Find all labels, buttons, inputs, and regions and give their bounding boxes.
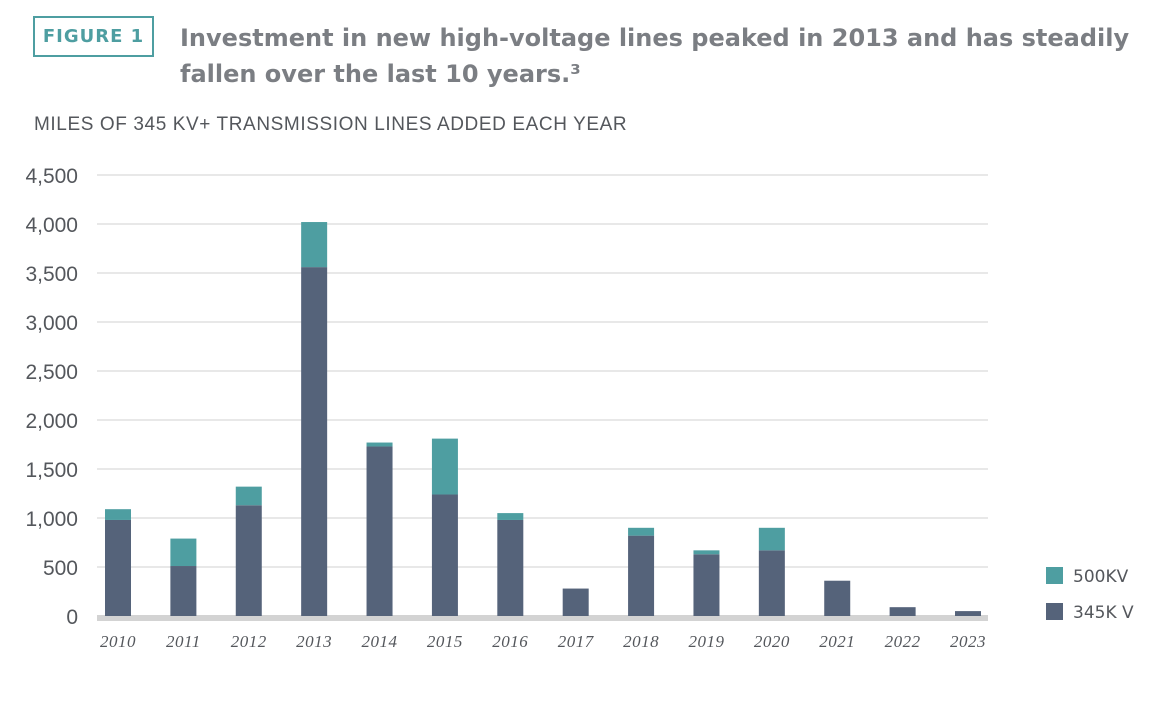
- x-tick-label: 2013: [296, 632, 332, 651]
- bar-500kv-2014: [366, 442, 393, 447]
- y-tick-label: 3,000: [25, 312, 78, 335]
- bar-345kv-2018: [628, 535, 655, 616]
- x-tick-label: 2014: [362, 632, 398, 651]
- x-axis-ticks: 2010 2011 2012 2013 2014 2015 2016 2017 2018 2019…: [100, 632, 986, 651]
- x-tick-label: 2015: [427, 632, 463, 651]
- x-axis-baseline: [97, 615, 988, 621]
- y-tick-label: 4,500: [25, 165, 78, 188]
- legend-swatch: [1046, 567, 1063, 584]
- bar-345kv-2014: [366, 446, 393, 616]
- y-tick-label: 4,000: [25, 214, 78, 237]
- gridlines: [97, 174, 988, 621]
- y-tick-label: 500: [43, 557, 78, 580]
- legend-label: 345K V: [1073, 603, 1134, 623]
- x-tick-label: 2020: [754, 632, 790, 651]
- bar-500kv-2012: [235, 486, 262, 506]
- bar-500kv-2015: [431, 438, 458, 495]
- y-tick-label: 2,000: [25, 410, 78, 433]
- bar-345kv-2016: [497, 519, 524, 616]
- x-tick-label: 2017: [558, 632, 595, 651]
- bar-345kv-2022: [889, 607, 916, 616]
- bar-345kv-2015: [431, 494, 458, 616]
- legend-label: 500KV: [1073, 567, 1129, 587]
- x-tick-label: 2019: [688, 632, 724, 651]
- bar-500kv-2013: [301, 222, 328, 268]
- x-tick-label: 2023: [950, 632, 986, 651]
- bar-345kv-2010: [105, 519, 131, 616]
- bar-500kv-2010: [105, 509, 131, 520]
- bar-345kv-2011: [170, 566, 197, 616]
- y-axis-ticks: 0 500 1,000 1,500 2,000 2,500 3,000 3,500 4,000 4…: [25, 165, 78, 629]
- x-tick-label: 2011: [166, 632, 201, 651]
- bar-500kv-2020: [758, 527, 785, 551]
- bar-500kv-2011: [170, 538, 197, 567]
- bar-345kv-2013: [301, 267, 328, 616]
- y-tick-label: 2,500: [25, 361, 78, 384]
- bars: [105, 222, 981, 616]
- bar-345kv-2012: [235, 505, 262, 616]
- figure-label: FIGURE 1: [33, 16, 154, 57]
- x-tick-label: 2016: [492, 632, 528, 651]
- bar-500kv-2016: [497, 513, 524, 520]
- x-tick-label: 2012: [231, 632, 267, 651]
- x-tick-label: 2022: [885, 632, 921, 651]
- bar-345kv-2021: [824, 580, 851, 616]
- y-tick-label: 0: [66, 606, 78, 629]
- legend: 500KV 345K V: [1046, 567, 1134, 623]
- figure-title: Investment in new high-voltage lines pea…: [180, 24, 1130, 88]
- bar-500kv-2018: [628, 527, 655, 536]
- x-tick-label: 2018: [623, 632, 659, 651]
- bar-345kv-2017: [562, 588, 589, 616]
- y-tick-label: 1,500: [25, 459, 78, 482]
- bar-345kv-2019: [693, 554, 720, 616]
- x-tick-label: 2010: [100, 632, 136, 651]
- bar-500kv-2019: [693, 550, 720, 555]
- bar-345kv-2020: [758, 550, 785, 616]
- x-tick-label: 2021: [819, 632, 855, 651]
- legend-swatch: [1046, 603, 1063, 620]
- y-tick-label: 1,000: [25, 508, 78, 531]
- bar-345kv-2023: [955, 611, 981, 616]
- y-tick-label: 3,500: [25, 263, 78, 286]
- chart-title: MILES OF 345 KV+ TRANSMISSION LINES ADDE…: [34, 114, 628, 135]
